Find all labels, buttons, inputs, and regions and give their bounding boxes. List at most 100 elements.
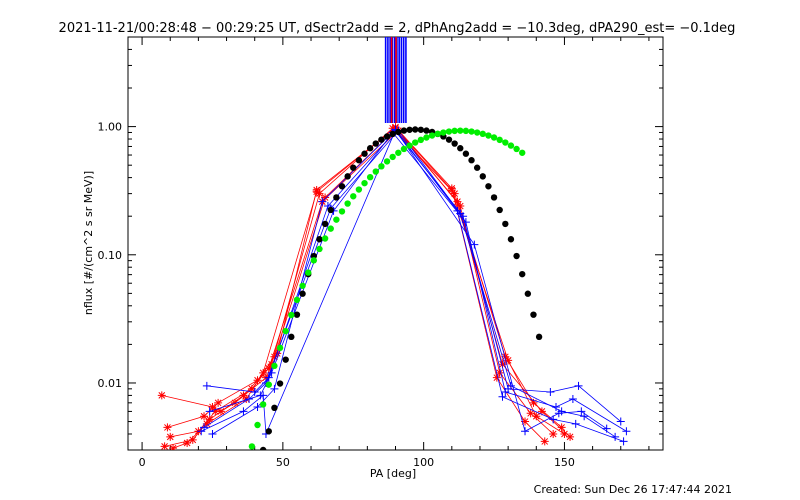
series-line bbox=[170, 127, 562, 438]
fit-point bbox=[366, 173, 374, 181]
asterisk-point bbox=[540, 437, 549, 446]
plus-point bbox=[259, 391, 268, 400]
fit-point bbox=[378, 136, 385, 143]
plus-point bbox=[250, 388, 259, 397]
fit-point bbox=[507, 142, 515, 149]
fit-point bbox=[344, 200, 351, 207]
plus-point bbox=[574, 381, 583, 390]
asterisk-point bbox=[456, 202, 465, 211]
series-line bbox=[172, 126, 546, 449]
fit-point bbox=[338, 183, 346, 190]
series-line bbox=[201, 129, 607, 435]
asterisk-point bbox=[315, 189, 324, 198]
fit-point bbox=[299, 282, 306, 289]
fit-point bbox=[519, 270, 526, 278]
fit-point bbox=[344, 173, 351, 180]
series-6 bbox=[205, 128, 631, 436]
series-group bbox=[157, 123, 631, 450]
fit-point bbox=[276, 380, 284, 387]
fit-point bbox=[507, 236, 515, 243]
fit-point bbox=[457, 127, 464, 134]
fit-point bbox=[513, 145, 520, 153]
asterisk-point bbox=[169, 444, 178, 450]
asterisk-point bbox=[163, 423, 172, 432]
fit-point bbox=[451, 140, 458, 147]
plus-point bbox=[619, 437, 628, 446]
fit-point bbox=[479, 173, 486, 180]
fit-point bbox=[530, 311, 537, 318]
asterisk-point bbox=[205, 415, 214, 424]
asterisk-point bbox=[532, 412, 541, 421]
asterisk-point bbox=[495, 368, 504, 377]
series-1 bbox=[163, 125, 575, 441]
fit-point bbox=[524, 290, 532, 297]
y-tick-label: 0.01 bbox=[98, 377, 123, 390]
plus-point bbox=[318, 197, 327, 206]
fit-point bbox=[462, 127, 470, 135]
fit-point bbox=[333, 194, 340, 201]
chart-title: 2021-11-21/00:28:48 − 00:29:25 UT, dSect… bbox=[59, 21, 736, 36]
asterisk-point bbox=[566, 432, 575, 441]
plus-point bbox=[521, 427, 530, 436]
fit-point bbox=[445, 128, 453, 135]
fit-point bbox=[428, 132, 436, 139]
fit-point bbox=[473, 164, 481, 171]
fit-point bbox=[440, 129, 447, 136]
fit-point bbox=[361, 179, 368, 187]
fit-point bbox=[445, 136, 453, 143]
series-line bbox=[212, 128, 624, 442]
fit-point bbox=[400, 127, 408, 134]
asterisk-point bbox=[247, 384, 256, 393]
asterisk-point bbox=[211, 407, 220, 416]
plus-point bbox=[506, 381, 515, 390]
fit-point bbox=[316, 245, 323, 253]
plus-point bbox=[577, 407, 586, 416]
asterisk-point bbox=[270, 352, 279, 361]
asterisk-point bbox=[188, 435, 197, 444]
fit-point bbox=[293, 296, 301, 304]
series-4 bbox=[169, 123, 549, 450]
x-tick-label: 100 bbox=[413, 456, 434, 469]
asterisk-point bbox=[166, 432, 175, 441]
series-line bbox=[164, 130, 554, 447]
series-line bbox=[209, 131, 627, 432]
asterisk-point bbox=[521, 417, 530, 426]
asterisk-point bbox=[504, 356, 513, 365]
plus-point bbox=[616, 417, 625, 426]
plus-point bbox=[202, 381, 211, 390]
fit-point bbox=[389, 130, 396, 138]
series-9 bbox=[197, 126, 611, 438]
asterisk-point bbox=[259, 368, 268, 377]
asterisk-point bbox=[202, 419, 211, 428]
fit-point bbox=[355, 157, 363, 164]
fit-point bbox=[282, 327, 289, 335]
fit-point bbox=[485, 183, 492, 190]
fit-point bbox=[361, 150, 368, 157]
fit-point bbox=[389, 153, 396, 161]
plus-point bbox=[571, 419, 580, 428]
asterisk-point bbox=[312, 187, 321, 196]
fit-point bbox=[372, 140, 379, 147]
fit-point bbox=[248, 443, 256, 450]
fit-point bbox=[535, 333, 543, 341]
asterisk-point bbox=[231, 398, 239, 407]
asterisk-point bbox=[537, 407, 546, 416]
asterisk-point bbox=[501, 352, 510, 361]
fit-point bbox=[502, 220, 509, 228]
asterisk-point bbox=[200, 412, 209, 421]
axis-ticks: 0 50 100 150 0.01 0.10 1.00 bbox=[98, 37, 663, 469]
asterisk-point bbox=[498, 360, 507, 369]
plus-point bbox=[267, 368, 276, 377]
fit-point bbox=[490, 134, 498, 141]
plus-point bbox=[239, 407, 248, 416]
fit-point bbox=[412, 139, 419, 146]
fit-point bbox=[423, 134, 430, 141]
fit-point bbox=[383, 133, 391, 140]
asterisk-point bbox=[447, 184, 456, 193]
plus-point bbox=[253, 402, 262, 411]
asterisk-point bbox=[208, 402, 217, 411]
series-11 bbox=[248, 127, 526, 450]
fit-point bbox=[395, 128, 402, 136]
fit-point bbox=[259, 446, 267, 450]
